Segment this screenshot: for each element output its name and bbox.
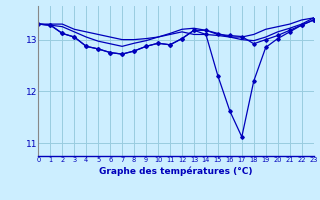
X-axis label: Graphe des températures (°C): Graphe des températures (°C) (99, 166, 253, 176)
